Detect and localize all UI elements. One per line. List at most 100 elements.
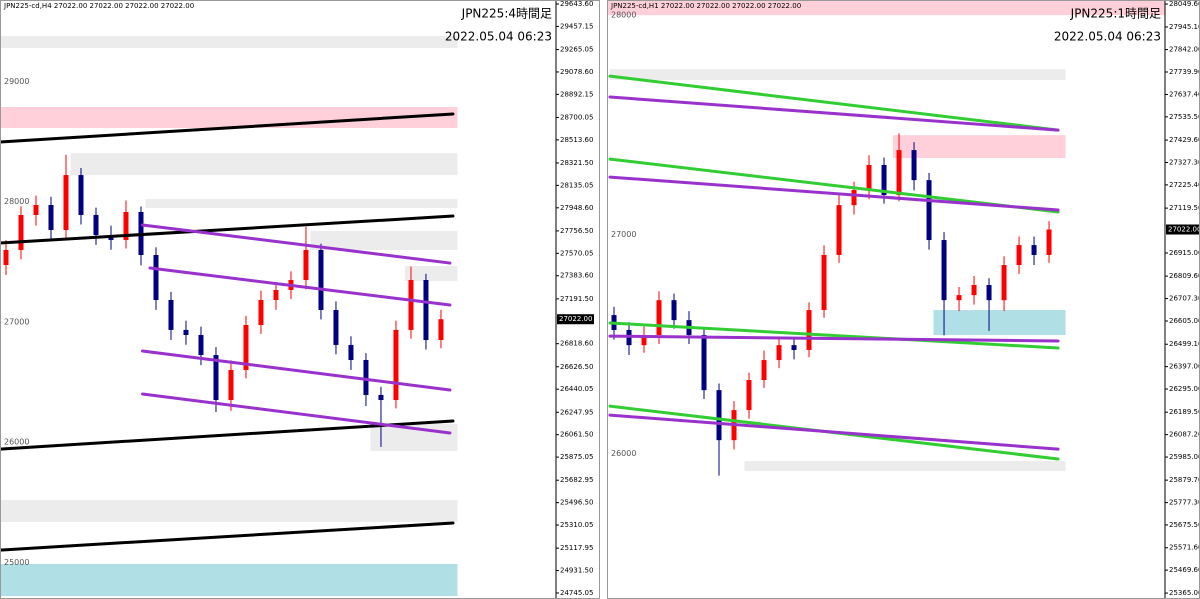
y-tick-label: 26915.00 [1169,249,1200,257]
zone [404,265,458,281]
y-tick-label: 25571.60 [1169,544,1200,552]
trend-line [608,175,1060,212]
y-tick-label: 24931.50 [560,567,593,575]
candle-body [1001,265,1007,301]
candle-body [348,344,354,360]
candle-body [701,335,707,391]
candle-body [656,300,662,336]
level-label: 25000 [4,558,29,567]
trend-line [0,214,455,245]
candle-body [183,329,189,335]
y-tick-label: 26707.30 [1169,295,1200,303]
y-tick-label: 27429.60 [1169,136,1200,144]
candle-body [423,280,429,341]
y-tick-label: 29078.60 [560,68,593,76]
y-tick-label: 26295.00 [1169,385,1200,393]
level-label: 27000 [4,317,29,326]
zone [933,310,1066,336]
trend-line [608,321,1060,350]
y-tick-label: 25365.00 [1169,589,1200,597]
y-tick-label: 27739.90 [1169,68,1200,76]
chart-title: JPN225:1時間足 [1070,7,1161,21]
last-price-tag [557,314,594,325]
last-price-label: 27022.00 [1168,226,1200,234]
candle-body [363,359,369,395]
y-tick-label: 25310.05 [560,521,593,529]
y-tick-label: 25682.95 [560,476,593,484]
zone [0,564,458,596]
y-tick-label: 25496.50 [560,499,593,507]
y-tick-label: 26087.20 [1169,431,1200,439]
candle-body [303,249,309,281]
y-tick-label: 27948.60 [560,204,593,212]
candle-body [153,255,159,300]
candle-body [1016,245,1022,266]
y-tick-label: 26626.50 [560,363,593,371]
candle-body [761,360,767,381]
last-price-label: 27022.00 [559,315,592,323]
y-tick-label: 24745.05 [560,589,593,597]
candle-body [198,334,204,356]
y-tick-label: 28049.60 [1169,0,1200,8]
y-tick-label: 25985.00 [1169,453,1200,461]
trend-line [140,349,452,392]
candle-body [168,299,174,330]
zone [0,500,458,523]
candle-body [911,150,917,181]
y-tick-label: 27327.30 [1169,159,1200,167]
y-tick-label: 28700.05 [560,113,593,121]
zone [70,153,458,176]
trend-line [140,392,452,435]
zone [310,230,458,250]
zone [744,460,1066,472]
candle-body [213,355,219,401]
y-tick-label: 25675.50 [1169,521,1200,529]
trend-line [608,413,1060,451]
level-label: 28000 [4,197,29,206]
y-tick-label: 26499.10 [1169,340,1200,348]
y-tick-label: 27119.50 [1169,204,1200,212]
candle-body [18,214,24,250]
trend-line [0,419,455,451]
y-tick-label: 26061.50 [560,431,593,439]
candle-body [716,390,722,441]
candle-body [986,285,992,301]
candle-body [3,249,9,265]
zone [145,198,458,209]
candle-body [791,345,797,350]
y-tick-label: 27756.50 [560,227,593,235]
chart-panel: 29000 28000 27000 26000 25000 29643.60 29457.1… [0,0,600,599]
y-tick-label: 27225.40 [1169,181,1200,189]
trend-line [608,74,1060,132]
level-label: 29000 [4,77,29,86]
candle-body [806,310,812,350]
candle-body [866,164,872,191]
y-tick-label: 25117.95 [560,544,593,552]
y-tick-label: 29643.60 [560,0,593,8]
zone [0,36,458,48]
chart-panel: 28000 27000 26000 28049.60 27945.10 27842.00 2… [607,0,1200,599]
candle-body [378,394,384,401]
candle-body [926,180,932,241]
zone [607,0,1165,16]
trend-line [0,521,455,552]
y-tick-label: 28135.05 [560,181,593,189]
y-tick-label: 25875.05 [560,453,593,461]
zone [609,69,1066,81]
candle-body [273,290,279,300]
candle-body [851,190,857,206]
level-label: 26000 [4,438,29,447]
candle-body [318,249,324,310]
y-tick-label: 25879.70 [1169,476,1200,484]
y-tick-label: 27535.50 [1169,113,1200,121]
y-tick-label: 27383.60 [560,272,593,280]
candle-body [971,285,977,296]
candle-body [258,299,264,325]
y-tick-label: 25777.30 [1169,499,1200,507]
chart-title: JPN225:4時間足 [461,7,552,21]
candle-body [408,280,414,330]
y-tick-label: 26440.05 [560,385,593,393]
candle-body [821,254,827,311]
y-tick-label: 28513.60 [560,136,593,144]
last-price-tag [1166,224,1200,235]
